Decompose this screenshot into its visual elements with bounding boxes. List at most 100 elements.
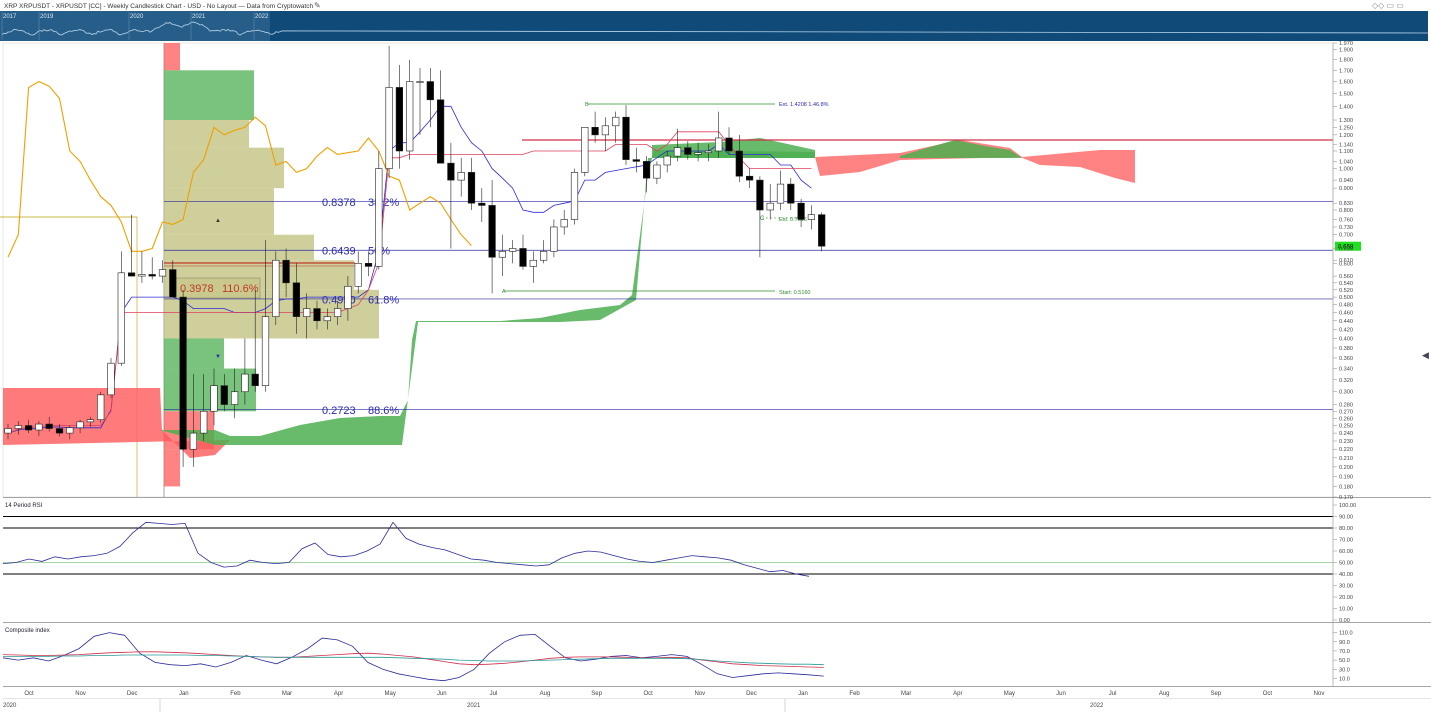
candle-body: [293, 283, 300, 317]
candle-body: [808, 215, 815, 220]
month-label: Jun: [1056, 691, 1066, 697]
candle-body: [231, 392, 238, 405]
month-label: Sep: [1210, 691, 1221, 697]
candle-body: [324, 317, 331, 321]
candle-body: [252, 374, 259, 386]
price-tick-label: 0.190: [1339, 474, 1353, 480]
candle-body: [128, 273, 135, 276]
month-label: Apr: [953, 691, 962, 697]
candle-body: [180, 297, 187, 449]
price-tick-label: 0.520: [1339, 288, 1353, 294]
down-marker-icon: ▼: [215, 354, 221, 360]
candle-body: [767, 203, 774, 210]
candle-body: [551, 227, 558, 251]
candle-body: [633, 160, 640, 162]
candle-body: [46, 424, 53, 428]
price-tick-label: 0.600: [1339, 261, 1353, 267]
rsi-tick-label: 30.00: [1339, 584, 1353, 590]
candle-body: [56, 429, 63, 434]
rsi-tick-label: 60.00: [1339, 549, 1353, 555]
navigator-year-label: 2017: [3, 14, 17, 20]
month-label: Mar: [282, 691, 292, 697]
volume-profile-bar: [164, 120, 249, 148]
rsi-pane[interactable]: 14 Period RSI 100.00 90.00 80.00 70.00 60.00 5…: [3, 503, 1356, 624]
candle-body: [685, 148, 692, 155]
navigator-year-label: 2019: [40, 14, 54, 20]
month-label: Jun: [437, 691, 447, 697]
month-label: Jul: [490, 691, 498, 697]
rsi-tick-label: 80.00: [1339, 526, 1353, 532]
year-label: 2022: [1090, 703, 1104, 709]
layout-icon[interactable]: ◇◇ ▭ ▭: [1372, 1, 1404, 10]
rsi-title: 14 Period RSI: [5, 503, 43, 509]
candle-body: [108, 363, 115, 395]
fib-level-percent: 88.6%: [368, 405, 399, 417]
month-label: Jul: [1109, 691, 1117, 697]
price-tick-label: 0.240: [1339, 431, 1353, 437]
month-label: Jan: [179, 691, 189, 697]
rsi-tick-label: 0.00: [1339, 618, 1350, 624]
volume-profile-bar: [164, 148, 284, 189]
candle-body: [273, 260, 280, 316]
month-label: Oct: [1263, 691, 1273, 697]
composite-slow_ma-line: [3, 655, 824, 665]
candle-body: [674, 148, 681, 156]
price-tick-label: 1.250: [1339, 125, 1353, 131]
fib-level-price: 0.8378: [322, 197, 356, 209]
candle-body: [798, 203, 805, 219]
candle-body: [97, 395, 104, 420]
candle-body: [211, 386, 218, 412]
candle-body: [314, 309, 321, 321]
candle-body: [396, 87, 403, 151]
month-label: Jan: [798, 691, 808, 697]
price-tick-label: 0.420: [1339, 327, 1353, 333]
candle-body: [612, 117, 619, 126]
price-pane[interactable]: 0.837838.2%0.643950%0.495061.8%0.272388.…: [0, 43, 1361, 497]
extension-price: 0.3978: [180, 283, 214, 295]
rsi-tick-label: 50.00: [1339, 561, 1353, 567]
candle-body: [242, 374, 249, 392]
candle-body: [170, 270, 177, 298]
rsi-tick-label: 20.00: [1339, 595, 1353, 601]
abc-start-text: Start: 0.5160: [779, 290, 811, 296]
candle-body: [561, 219, 568, 226]
abc-c-label: C: [760, 216, 765, 222]
composite-tick-label: 110.0: [1339, 631, 1353, 637]
price-tick-label: 0.200: [1339, 465, 1353, 471]
candle-body: [190, 433, 197, 449]
volume-profile-bar: [164, 70, 254, 120]
month-label: Aug: [1159, 691, 1170, 697]
price-tick-label: 0.540: [1339, 281, 1353, 287]
candle-body: [530, 260, 537, 266]
extension-percent: 110.6%: [222, 283, 259, 295]
price-tick-label: 0.500: [1339, 295, 1353, 301]
window-title: XRP XRPUSDT - XRPUSDT [CC] - Weekly Cand…: [4, 3, 313, 10]
candle-body: [25, 426, 32, 431]
volume-profile-bar: [164, 188, 274, 235]
candle-body: [36, 424, 43, 430]
year-label: 2020: [3, 703, 17, 709]
candle-body: [818, 215, 825, 247]
navigator-year-label: 2020: [130, 14, 144, 20]
price-tick-label: 1.400: [1339, 104, 1353, 110]
candle-body: [458, 172, 465, 180]
price-tick-label: 1.500: [1339, 92, 1353, 98]
price-tick-label: 0.360: [1339, 356, 1353, 362]
price-tick-label: 0.170: [1339, 495, 1353, 501]
candle-body: [365, 263, 372, 266]
price-tick-label: 0.900: [1339, 186, 1353, 192]
candle-body: [200, 411, 207, 433]
candle-body: [139, 274, 146, 276]
price-tick-label: 0.300: [1339, 390, 1353, 396]
month-label: Feb: [849, 691, 860, 697]
candle-body: [376, 169, 383, 267]
candle-body: [643, 161, 650, 178]
collapse-arrow-icon[interactable]: ◀: [1422, 350, 1429, 360]
rsi-line: [3, 522, 809, 576]
pencil-icon[interactable]: ✎: [314, 1, 321, 10]
candle-body: [705, 151, 712, 153]
price-tick-label: 0.220: [1339, 447, 1353, 453]
composite-pane[interactable]: Composite index 110.0 90.0 70.0 50.0 30.0 10.0: [3, 628, 1353, 682]
price-tick-label: 0.250: [1339, 424, 1353, 430]
price-tick-label: 1.600: [1339, 80, 1353, 86]
